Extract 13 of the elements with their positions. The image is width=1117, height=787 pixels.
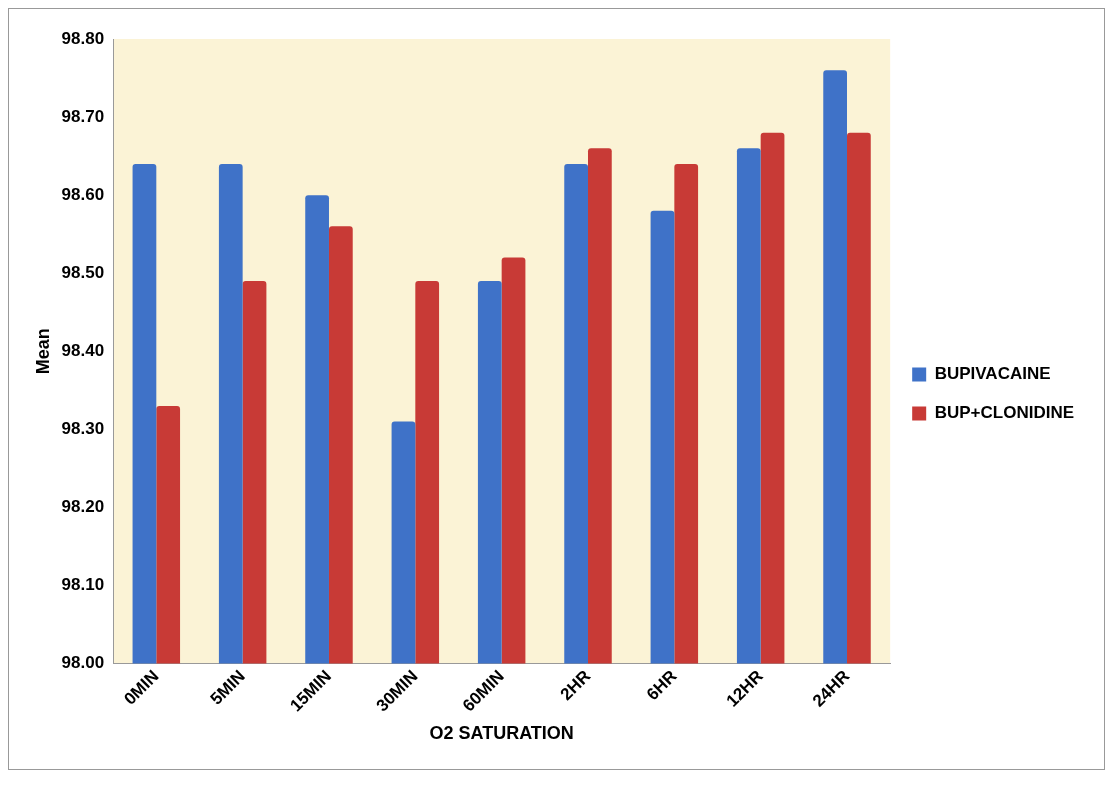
y-tick-label: 98.00	[61, 653, 105, 673]
y-tick-label: 98.30	[61, 419, 105, 439]
y-tick-label: 98.50	[61, 262, 105, 282]
legend-label: BUP+CLONIDINE	[934, 403, 1075, 423]
y-tick-label: 98.10	[61, 575, 105, 595]
y-tick-label: 98.60	[61, 184, 105, 204]
y-tick-label: 98.20	[61, 497, 105, 517]
y-tick-label: 98.70	[61, 106, 105, 126]
y-tick-label: 98.80	[61, 28, 105, 48]
y-axis-title: Mean	[32, 328, 53, 375]
y-tick-label: 98.40	[61, 340, 105, 360]
x-axis-title: O2 SATURATION	[429, 723, 574, 744]
legend-label: BUPIVACAINE	[934, 364, 1051, 384]
